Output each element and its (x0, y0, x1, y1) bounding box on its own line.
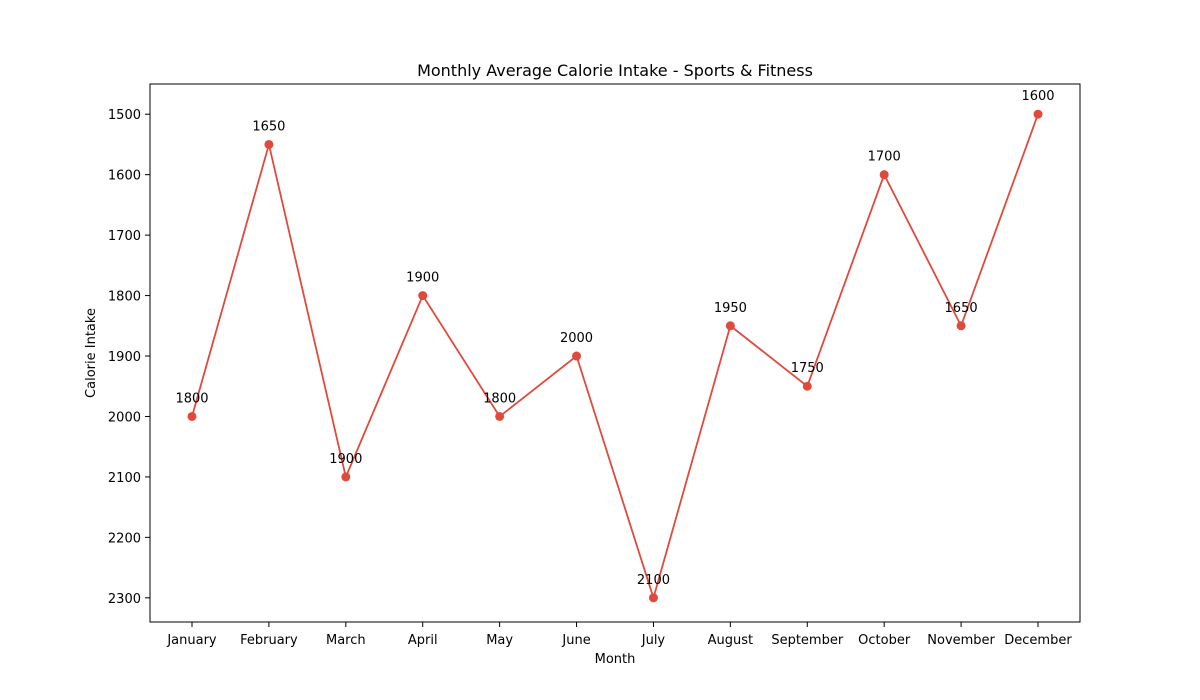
data-point (572, 351, 582, 361)
data-label: 1900 (406, 271, 439, 286)
x-tick-label: January (166, 633, 217, 648)
series-layer (187, 109, 1043, 603)
data-label: 1600 (1021, 89, 1054, 104)
data-label: 1950 (714, 301, 747, 316)
y-tick-label: 1900 (108, 350, 141, 365)
data-point (187, 411, 197, 421)
y-tick-label: 1800 (108, 290, 141, 305)
data-point (648, 593, 658, 603)
plot-frame (149, 83, 1081, 623)
data-label: 1900 (329, 452, 362, 467)
data-label: 1650 (945, 301, 978, 316)
y-tick-label: 1700 (108, 229, 141, 244)
y-tick-label: 2000 (108, 410, 141, 425)
x-tick-label: June (561, 633, 590, 648)
x-tick-label: July (641, 633, 666, 648)
data-point (418, 291, 428, 301)
x-tick-label: November (927, 633, 995, 648)
x-axis: January February March April May June July Augu… (166, 622, 1072, 648)
x-tick-label: September (771, 633, 844, 648)
y-tick-label: 1500 (108, 108, 141, 123)
data-label: 1750 (791, 361, 824, 376)
x-tick-label: April (408, 633, 438, 648)
x-axis-title: Month (595, 652, 636, 667)
data-label: 1700 (868, 150, 901, 165)
y-tick-label: 2100 (108, 471, 141, 486)
x-tick-label: October (858, 633, 911, 648)
data-point (264, 139, 274, 149)
data-point (802, 381, 812, 391)
y-axis-title: Calorie Intake (84, 308, 99, 398)
y-tick-label: 2200 (108, 531, 141, 546)
chart-title: Monthly Average Calorie Intake - Sports … (417, 61, 813, 80)
x-tick-label: August (708, 633, 754, 648)
x-tick-label: May (486, 633, 513, 648)
x-tick-label: December (1004, 633, 1072, 648)
data-point (879, 170, 889, 180)
data-labels: 1800 1650 1900 1900 1800 2000 2100 1950 1750 1700… (175, 89, 1054, 588)
x-tick-label: February (240, 633, 298, 648)
data-label: 2000 (560, 331, 593, 346)
y-tick-label: 1600 (108, 169, 141, 184)
data-label: 1800 (175, 391, 208, 406)
data-point (495, 411, 505, 421)
series-line (191, 113, 1039, 601)
data-label: 2100 (637, 573, 670, 588)
data-point (1033, 109, 1043, 119)
y-axis: 1500 1600 1700 1800 1900 2000 2100 2200 2300 (108, 108, 150, 607)
y-tick-label: 2300 (108, 592, 141, 607)
data-point (341, 472, 351, 482)
data-point (725, 321, 735, 331)
data-label: 1800 (483, 391, 516, 406)
data-label: 1650 (252, 119, 285, 134)
data-point (956, 321, 966, 331)
x-tick-label: March (326, 633, 366, 648)
